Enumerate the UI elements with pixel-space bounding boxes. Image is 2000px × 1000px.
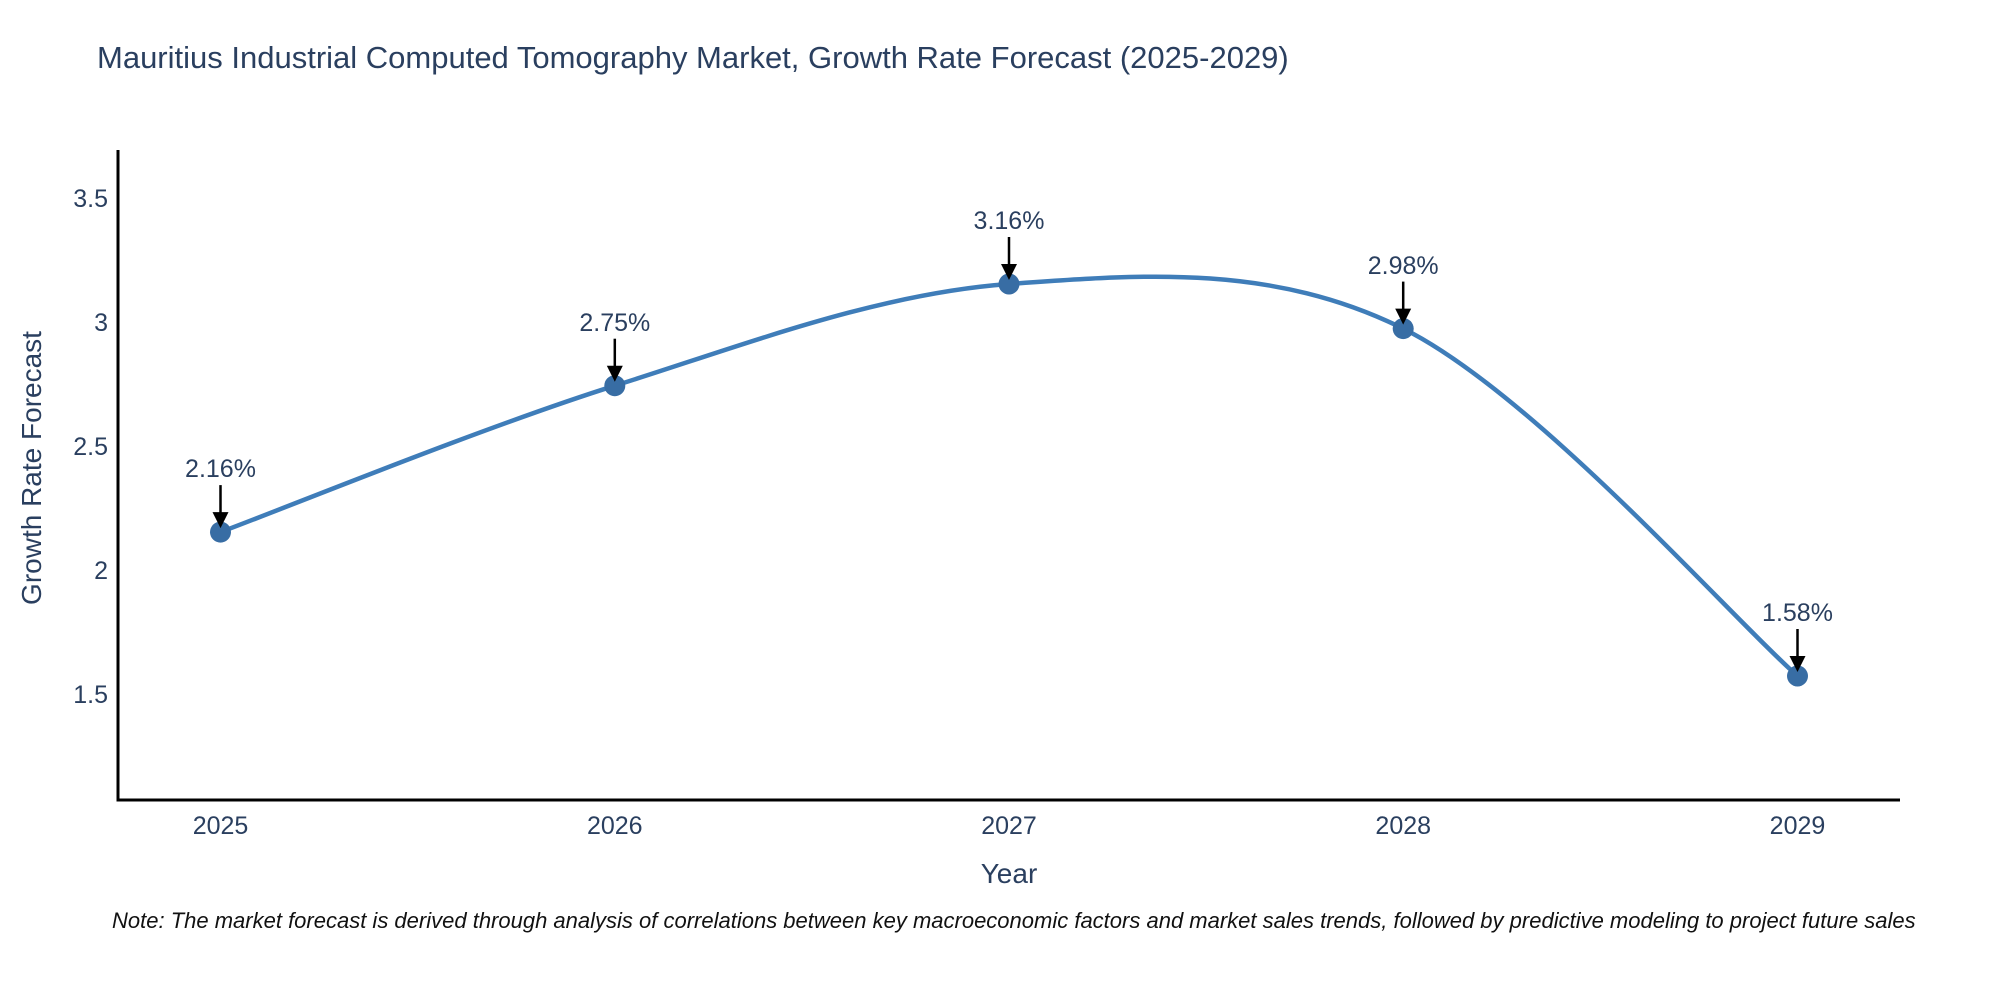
data-point-label-2025: 2.16% <box>185 455 256 484</box>
x-tick-label-2025: 2025 <box>192 812 249 840</box>
y-tick-label-3: 3 <box>94 308 108 337</box>
annotation-arrowhead-2028 <box>1395 308 1412 325</box>
chart-title: Mauritius Industrial Computed Tomography… <box>97 40 1289 75</box>
data-point-label-2028: 2.98% <box>1367 251 1439 280</box>
footnote: Note: The market forecast is derived thr… <box>112 908 1916 933</box>
marker-2029 <box>1787 665 1808 687</box>
annotation-arrowhead-2026 <box>606 365 623 382</box>
x-tick-label-2026: 2026 <box>586 812 643 840</box>
y-tick-label-2.5: 2.5 <box>73 432 108 461</box>
marker-2027 <box>998 273 1020 295</box>
x-axis-title: Year <box>980 858 1038 889</box>
annotation-arrowhead-2029 <box>1789 656 1806 672</box>
data-point-label-2029: 1.58% <box>1762 599 1833 627</box>
y-tick-label-2: 2 <box>94 556 108 585</box>
marker-2028 <box>1392 318 1414 340</box>
data-point-label-2026: 2.75% <box>579 308 651 337</box>
x-tick-label-2029: 2029 <box>1769 812 1826 840</box>
axis-lines <box>116 150 1900 802</box>
x-tick-label-2027: 2027 <box>981 812 1037 840</box>
line-series <box>218 274 1800 679</box>
data-point-label-2027: 3.16% <box>973 207 1045 235</box>
y-tick-label-3.5: 3.5 <box>73 184 108 213</box>
x-tick-label-2028: 2028 <box>1375 812 1432 840</box>
marker-2026 <box>604 375 626 397</box>
annotation-arrowhead-2025 <box>212 512 229 529</box>
y-tick-label-1.5: 1.5 <box>73 680 108 709</box>
marker-2025 <box>210 521 231 543</box>
annotation-arrowhead-2027 <box>1001 264 1017 280</box>
